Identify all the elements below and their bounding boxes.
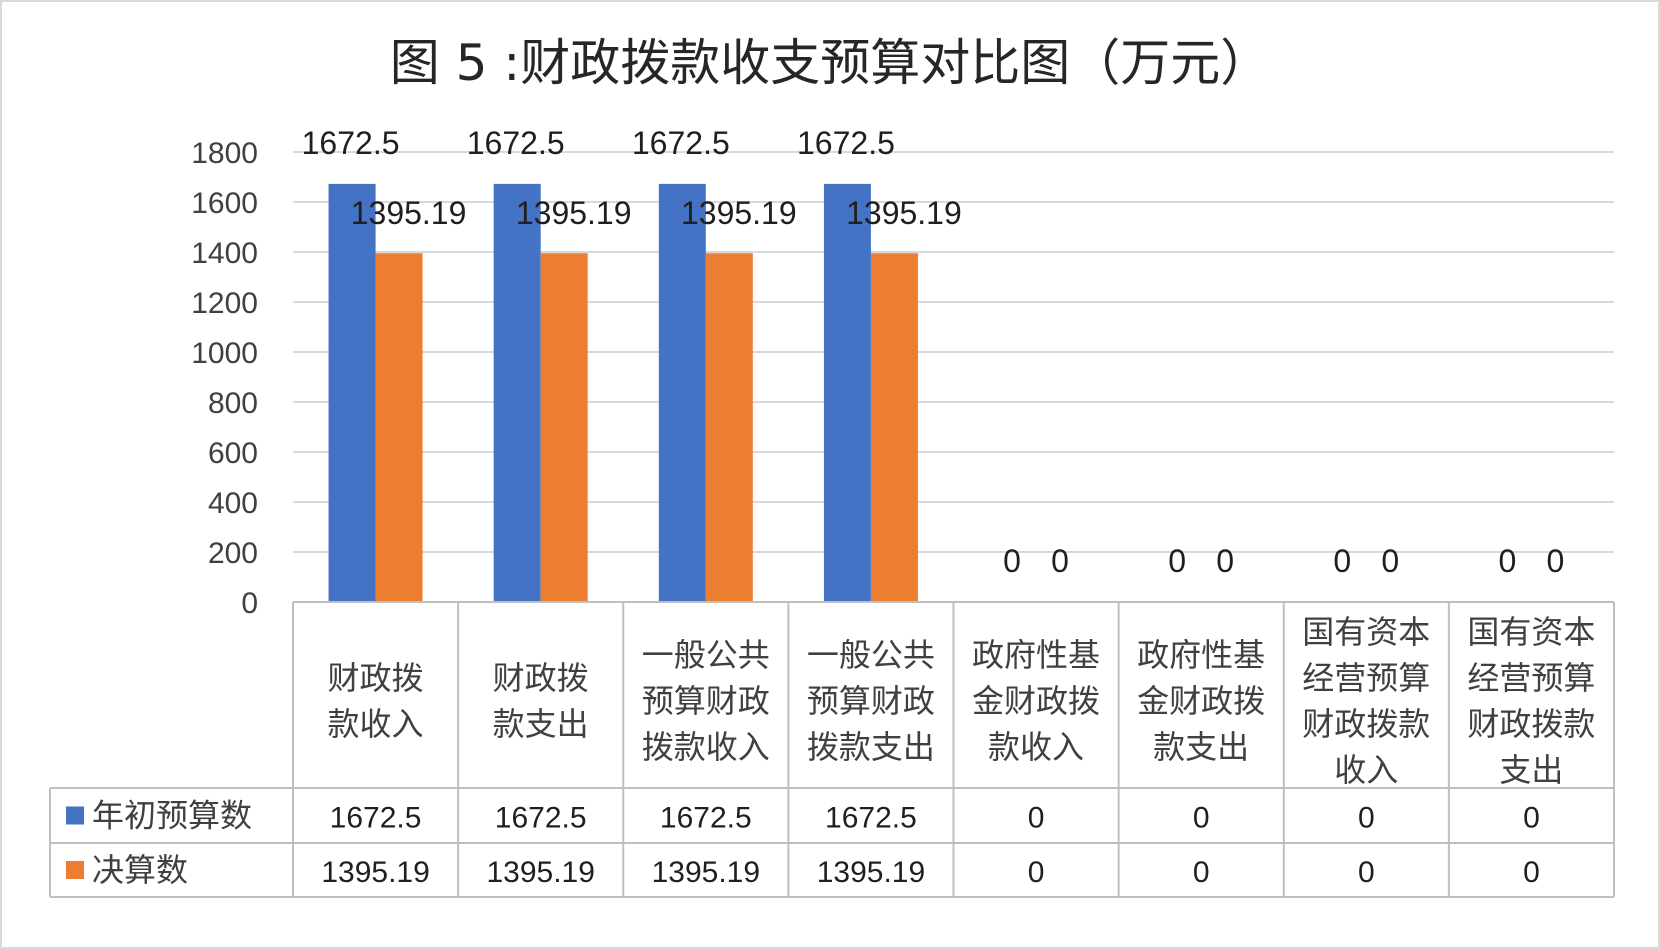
bar-final [705,253,753,602]
y-tick-label: 800 [208,387,258,420]
data-label: 1395.19 [516,195,632,231]
bar-budget [658,183,706,602]
bars [328,183,918,602]
category-label: 一般公共预算财政拨款支出 [807,636,935,766]
table-cell: 1672.5 [660,802,752,835]
table-cell: 1395.19 [652,856,760,889]
category-label: 国有资本经营预算财政拨款支出 [1467,613,1595,789]
table-cell: 0 [1193,856,1210,889]
table-cell: 1395.19 [817,856,925,889]
category-label: 政府性基金财政拨款支出 [1137,636,1265,766]
y-axis-ticks: 0 200 400 600 800 1000 1200 1400 1600 1800 [191,137,258,620]
table-cell: 1395.19 [486,856,594,889]
table-cell: 1672.5 [495,802,587,835]
legend-swatch [66,861,84,879]
data-label: 1672.5 [467,125,565,161]
table-cell: 0 [1358,856,1375,889]
category-label: 一般公共预算财政拨款收入 [642,636,770,766]
y-tick-label: 1800 [191,137,258,170]
bar-final [375,253,423,602]
y-tick-label: 600 [208,437,258,470]
data-label: 0 [1333,543,1351,579]
data-label: 0 [1216,543,1234,579]
data-label: 1395.19 [846,195,962,231]
y-tick-label: 0 [241,587,258,620]
data-label: 0 [1051,543,1069,579]
table-cell: 1672.5 [825,802,917,835]
table-cell: 1395.19 [321,856,429,889]
table-cell: 1672.5 [330,802,422,835]
legend-label: 年初预算数 [92,797,252,835]
bar-budget [823,183,871,602]
y-tick-label: 1400 [191,237,258,270]
chart-title: 图 5 :财政拨款收支预算对比图（万元） [390,34,1270,92]
bar-final [870,253,918,602]
legend-swatch [66,806,84,825]
y-tick-label: 1200 [191,287,258,320]
data-label: 1672.5 [302,125,400,161]
category-label: 财政拨款支出 [493,659,589,743]
data-label: 0 [1003,543,1021,579]
data-label: 1672.5 [797,125,895,161]
data-label: 0 [1499,543,1517,579]
table-cell: 0 [1358,802,1375,835]
y-tick-label: 1000 [191,337,258,370]
data-label: 1672.5 [632,125,730,161]
y-tick-label: 400 [208,487,258,520]
category-label: 政府性基金财政拨款收入 [972,636,1100,766]
category-label: 财政拨款收入 [328,659,424,743]
data-labels: 1672.51395.191672.51395.191672.51395.191… [302,125,1565,579]
table-cell: 0 [1523,802,1540,835]
data-label: 1395.19 [681,195,797,231]
table-cell: 0 [1028,856,1045,889]
data-table: 财政拨款收入财政拨款支出一般公共预算财政拨款收入一般公共预算财政拨款支出政府性基… [49,601,1615,898]
bar-budget [493,183,541,602]
bar-final [540,253,588,602]
table-cell: 0 [1193,802,1210,835]
data-label: 0 [1168,543,1186,579]
category-label: 国有资本经营预算财政拨款收入 [1302,613,1430,789]
y-tick-label: 1600 [191,187,258,220]
data-label: 1395.19 [351,195,467,231]
y-tick-label: 200 [208,537,258,570]
table-cell: 0 [1028,802,1045,835]
data-label: 0 [1547,543,1565,579]
bar-budget [328,183,376,602]
data-label: 0 [1381,543,1399,579]
legend-label: 决算数 [92,851,188,889]
table-cell: 0 [1523,856,1540,889]
